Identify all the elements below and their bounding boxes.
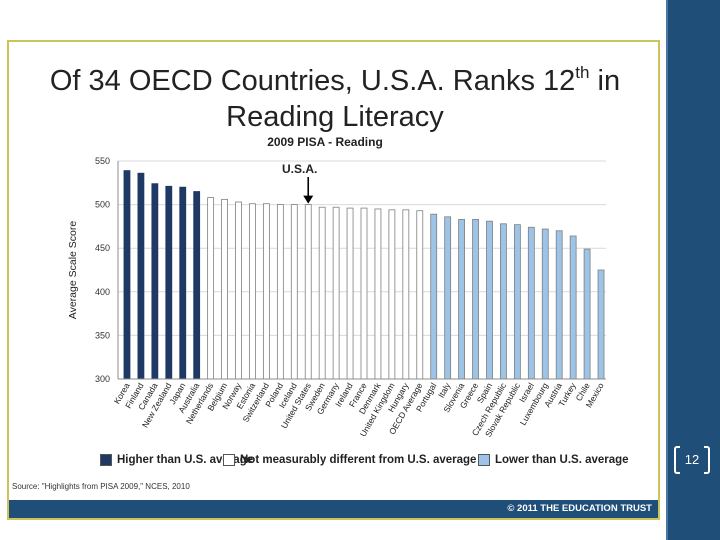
bar-united-states — [304, 204, 312, 380]
bar-mexico — [597, 269, 605, 380]
bracket-left-icon — [674, 446, 680, 474]
title-line1: Of 34 OECD Countries, U.S.A. Ranks 12th … — [49, 63, 621, 97]
bracket-right-icon — [704, 446, 710, 474]
legend-item-same: Not measurably different from U.S. avera… — [223, 454, 476, 466]
legend-label-same: Not measurably different from U.S. avera… — [240, 454, 477, 466]
legend-label-lower: Lower than U.S. average — [495, 454, 629, 466]
footer-bar: © 2011 THE EDUCATION TRUST — [9, 500, 658, 518]
source-note: Source: "Highlights from PISA 2009," NCE… — [12, 482, 190, 491]
bar-australia — [193, 191, 201, 380]
title-superscript: th — [575, 63, 590, 82]
bars — [123, 170, 605, 380]
bar-oecd-average — [416, 210, 424, 380]
chart-title: 2009 PISA - Reading — [267, 135, 383, 149]
y-tick-label: 350 — [95, 330, 110, 340]
title-main: Of 34 OECD Countries, U.S.A. Ranks 12 — [49, 65, 576, 97]
y-tick-label: 550 — [95, 156, 110, 166]
bar-germany — [332, 206, 340, 380]
legend: Higher than U.S. average Not measurably … — [100, 454, 660, 468]
legend-item-lower: Lower than U.S. average — [478, 454, 629, 466]
bar-slovak-republic — [513, 224, 521, 380]
bar-hungary — [402, 209, 410, 380]
legend-swatch-lower — [478, 454, 490, 466]
bar-sweden — [318, 206, 326, 380]
legend-label-higher: Higher than U.S. average — [117, 454, 254, 466]
title-line2: Reading Literacy — [226, 101, 444, 133]
bar-italy — [444, 216, 452, 380]
usa-arrow — [303, 177, 314, 204]
bar-austria — [555, 230, 563, 380]
y-tick-label: 500 — [95, 200, 110, 210]
bar-ireland — [346, 207, 354, 380]
bar-netherlands — [207, 197, 215, 380]
bar-israel — [527, 226, 535, 380]
y-axis-label: Average Scale Score — [67, 221, 79, 320]
bar-new-zealand — [165, 185, 173, 380]
title-end: in — [589, 65, 621, 97]
arrow-head-icon — [303, 195, 314, 204]
page-number-text: 12 — [684, 452, 700, 467]
bar-norway — [235, 201, 242, 380]
y-tick-label: 450 — [95, 243, 110, 253]
page-number: 12 — [672, 442, 712, 478]
bar-france — [360, 207, 368, 380]
bar-united-kingdom — [388, 209, 396, 380]
bar-turkey — [569, 235, 577, 380]
bar-greece — [472, 219, 479, 380]
bar-portugal — [430, 213, 438, 380]
bar-czech-republic — [500, 223, 507, 380]
usa-annotation: U.S.A. — [282, 162, 318, 176]
bar-spain — [486, 220, 493, 380]
copyright: © 2011 THE EDUCATION TRUST — [507, 503, 652, 514]
legend-swatch-same — [223, 454, 235, 466]
bar-iceland — [290, 204, 298, 380]
legend-item-higher: Higher than U.S. average — [100, 454, 253, 466]
slide-title: Of 34 OECD Countries, U.S.A. Ranks 12th … — [40, 55, 630, 135]
bar-poland — [276, 204, 284, 380]
bar-estonia — [249, 203, 256, 380]
bar-japan — [179, 186, 187, 380]
bar-korea — [123, 170, 131, 380]
y-tick-label: 400 — [95, 287, 110, 297]
bar-chile — [583, 248, 591, 380]
bar-denmark — [374, 208, 382, 380]
bar-canada — [151, 183, 159, 380]
bar-slovenia — [458, 219, 466, 380]
legend-swatch-higher — [100, 454, 112, 466]
axes — [117, 161, 606, 380]
bar-finland — [137, 172, 145, 380]
bar-belgium — [221, 198, 228, 380]
bar-switzerland — [262, 203, 270, 380]
y-tick-label: 300 — [95, 374, 110, 384]
bar-luxembourg — [541, 228, 549, 380]
